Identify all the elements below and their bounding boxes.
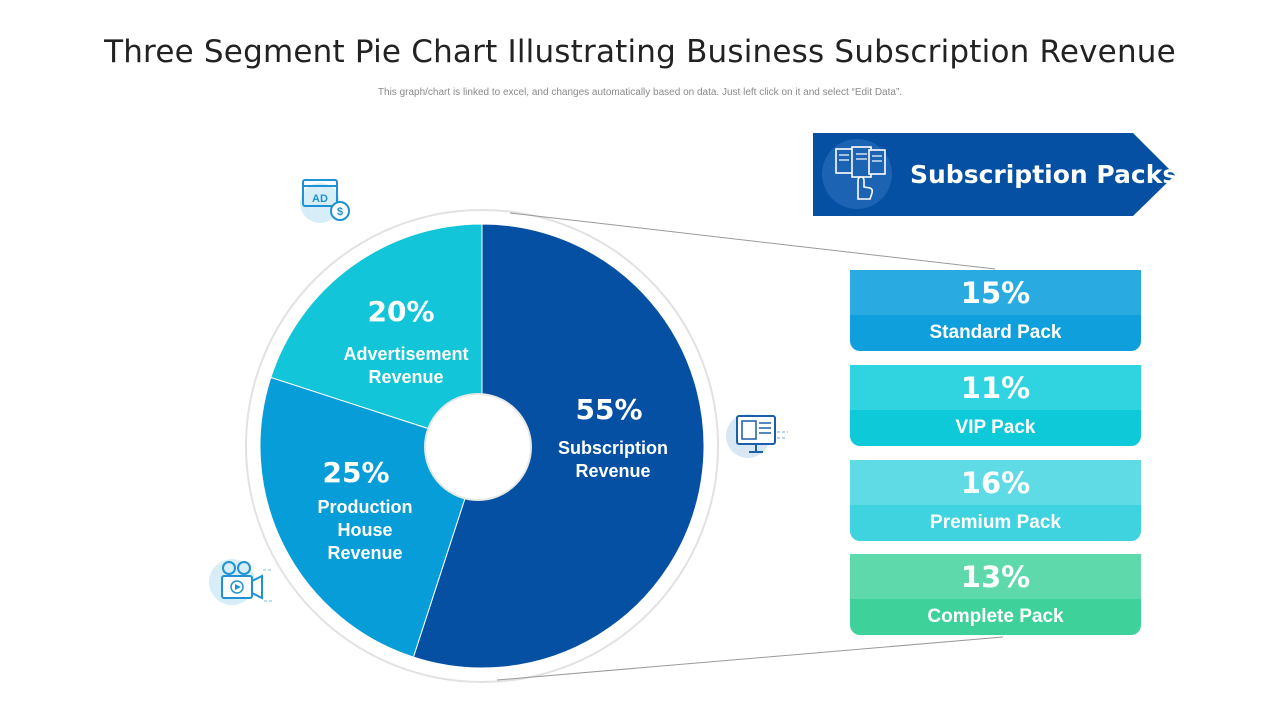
pack-card-vip: 11% VIP Pack [850,365,1141,446]
pack-percent: 16% [850,460,1141,505]
pack-name: Complete Pack [850,599,1141,635]
pack-name: Premium Pack [850,505,1141,541]
subscription-packs-title: Subscription Packs [910,160,1178,189]
slice-value-subscription: 55% [575,393,643,426]
slice-value-production: 25% [322,456,390,489]
pack-card-standard: 15% Standard Pack [850,270,1141,351]
pie-center-hole [424,393,532,501]
pack-card-complete: 13% Complete Pack [850,554,1141,635]
page-title: Three Segment Pie Chart Illustrating Bus… [104,34,1176,70]
monitor-document-icon [726,414,788,458]
subscription-packs-banner [813,133,1175,216]
pack-name: VIP Pack [850,410,1141,446]
pie-slice-subscription [412,223,705,669]
connector-line-bottom [496,636,1004,681]
ad-dollar-icon: AD $ [300,179,350,223]
pack-percent: 13% [850,554,1141,599]
slice-label-subscription: Subscription Revenue [557,438,668,481]
pack-percent: 11% [850,365,1141,410]
slice-label-advertisement: Advertisement Revenue [343,344,469,387]
documents-touch-icon [822,139,892,209]
pack-card-premium: 16% Premium Pack [850,460,1141,541]
pack-name: Standard Pack [850,315,1141,351]
svg-text:AD: AD [312,193,328,205]
slice-value-advertisement: 20% [367,295,435,328]
video-camera-icon [209,559,272,605]
pie-slice-advertisement [270,223,483,447]
slice-label-production: Production House Revenue [317,497,413,563]
connector-line-top [509,212,996,270]
page-subtitle: This graph/chart is linked to excel, and… [377,87,903,98]
svg-text:$: $ [337,206,343,218]
pack-percent: 15% [850,270,1141,315]
